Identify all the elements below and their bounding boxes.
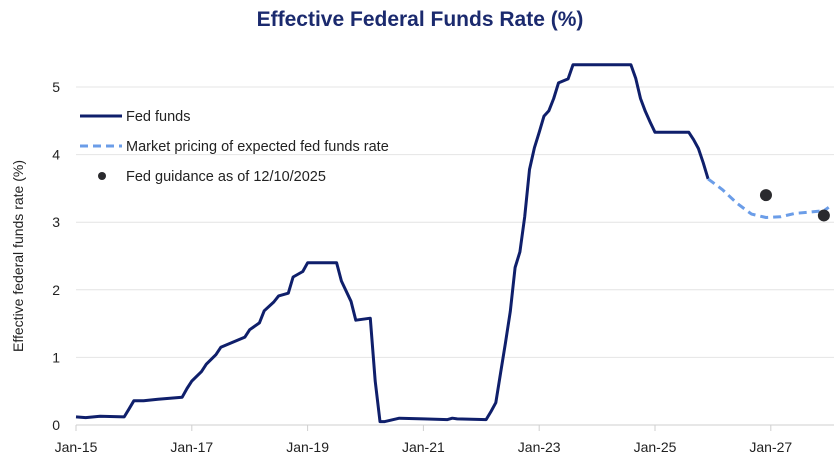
fed-guidance-dot bbox=[759, 189, 772, 202]
x-tick-label: Jan-23 bbox=[518, 439, 561, 455]
legend-label-market-pricing: Market pricing of expected fed funds rat… bbox=[126, 139, 389, 155]
chart-title: Effective Federal Funds Rate (%) bbox=[256, 8, 584, 31]
x-tick-label: Jan-17 bbox=[170, 439, 213, 455]
legend: Fed funds Market pricing of expected fed… bbox=[80, 109, 389, 185]
fed-guidance-dot bbox=[817, 209, 830, 222]
y-tick-label: 3 bbox=[52, 214, 60, 230]
legend-label-fed-funds: Fed funds bbox=[126, 109, 191, 125]
y-tick-label: 2 bbox=[52, 282, 60, 298]
x-tick-label: Jan-21 bbox=[402, 439, 445, 455]
x-tick-label: Jan-27 bbox=[749, 439, 792, 455]
y-tick-label: 4 bbox=[52, 147, 60, 163]
y-tick-label: 0 bbox=[52, 417, 60, 433]
legend-swatch-fed-guidance bbox=[98, 172, 106, 180]
legend-label-fed-guidance: Fed guidance as of 12/10/2025 bbox=[126, 169, 326, 185]
x-tick-label: Jan-15 bbox=[55, 439, 98, 455]
fed-funds-line bbox=[75, 63, 710, 424]
market-pricing-line bbox=[707, 177, 830, 219]
y-tick-label: 1 bbox=[52, 349, 60, 365]
y-axis-label: Effective federal funds rate (%) bbox=[10, 160, 26, 352]
y-tick-label: 5 bbox=[52, 79, 60, 95]
x-tick-label: Jan-19 bbox=[286, 439, 329, 455]
x-tick-label: Jan-25 bbox=[634, 439, 677, 455]
